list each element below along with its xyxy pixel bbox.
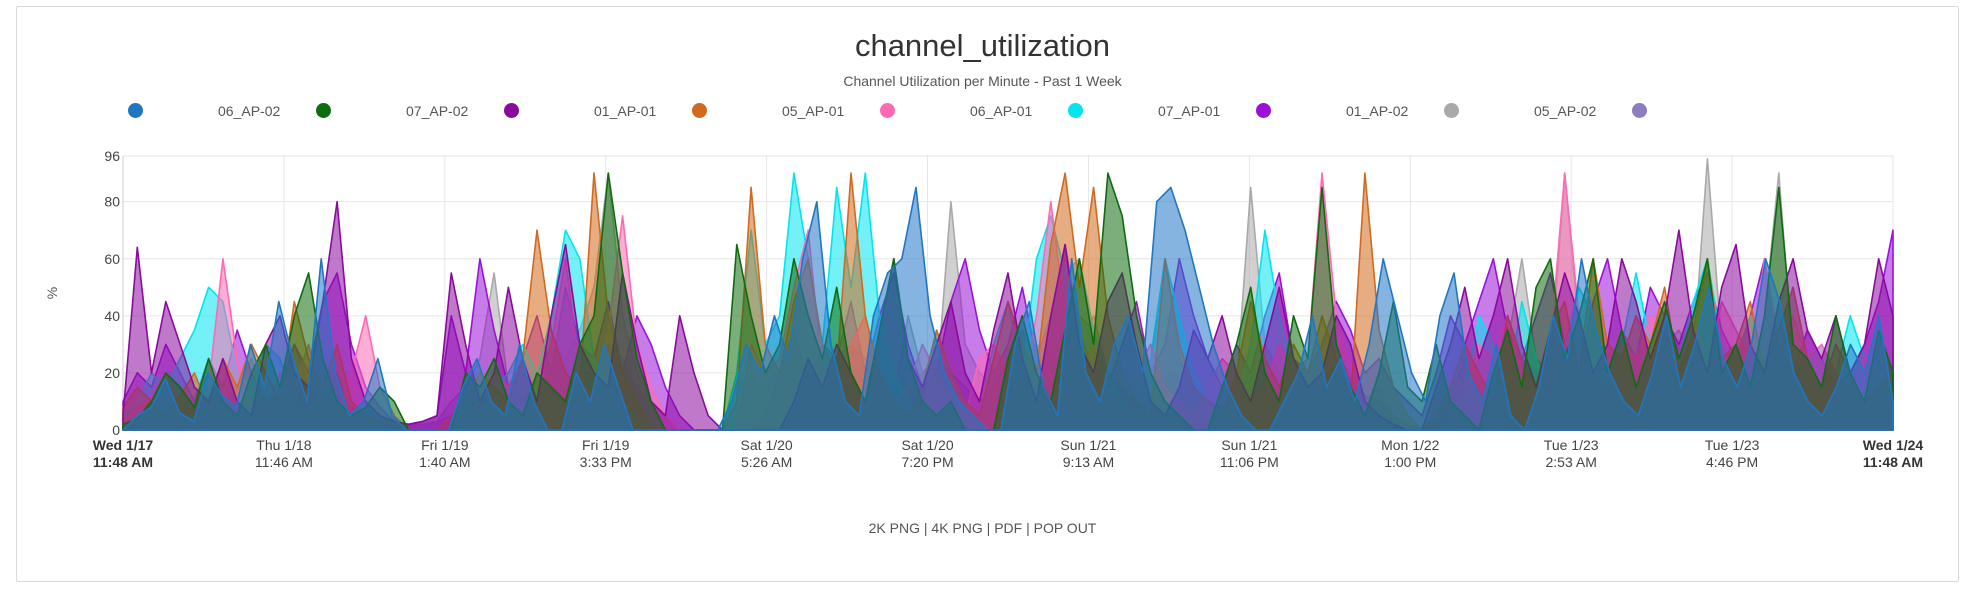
x-tick-label: 11:46 AM [255,454,313,470]
y-tick-label: 96 [104,148,120,164]
pop-out-link[interactable]: POP OUT [1033,520,1097,536]
export-4k-png-link[interactable]: 4K PNG [931,520,983,536]
x-tick-label: 1:40 AM [419,454,470,470]
separator: | [919,520,932,536]
x-tick-label: Sat 1/20 [741,437,793,453]
x-tick-label: Thu 1/18 [256,437,311,453]
legend-color-dot [1256,103,1271,118]
x-tick-label: 5:26 AM [741,454,792,470]
x-tick-label: Fri 1/19 [582,437,630,453]
x-tick-label: Sat 1/20 [901,437,953,453]
y-tick-label: 60 [104,251,120,267]
x-tick-label: 11:48 AM [93,454,153,470]
legend-color-dot [1444,103,1459,118]
legend-color-dot [128,103,143,118]
x-tick-label: 1:00 PM [1384,454,1436,470]
export-2k-png-link[interactable]: 2K PNG [868,520,920,536]
chart-subtitle: Channel Utilization per Minute - Past 1 … [843,73,1122,89]
legend-color-dot [316,103,331,118]
x-tick-label: 2:53 AM [1545,454,1596,470]
x-tick-label: 4:46 PM [1706,454,1758,470]
y-tick-label: 80 [104,194,120,210]
x-tick-label: Wed 1/24 [1863,437,1924,453]
x-tick-label: Fri 1/19 [421,437,469,453]
export-links: 2K PNG | 4K PNG | PDF | POP OUT [0,520,1965,536]
x-tick-label: 7:20 PM [901,454,953,470]
separator: | [1022,520,1034,536]
x-tick-label: Wed 1/17 [93,437,154,453]
legend-color-dot [880,103,895,118]
y-tick-label: 0 [112,422,120,438]
x-tick-label: 11:06 PM [1220,454,1279,470]
export-pdf-link[interactable]: PDF [994,520,1023,536]
legend-color-dot [692,103,707,118]
legend-color-dot [1632,103,1647,118]
y-tick-label: 20 [104,365,120,381]
x-tick-label: Tue 1/23 [1544,437,1599,453]
separator: | [982,520,995,536]
legend-color-dot [1068,103,1083,118]
legend-color-dot [504,103,519,118]
x-tick-label: 11:48 AM [1863,454,1923,470]
y-tick-label: 40 [104,308,120,324]
series-area-unnamed [122,186,1894,431]
chart-title: channel_utilization [854,28,1111,63]
x-tick-label: Sun 1/21 [1060,437,1116,453]
x-tick-label: Mon 1/22 [1381,437,1440,453]
x-tick-label: Tue 1/23 [1705,437,1760,453]
x-tick-label: 3:33 PM [580,454,632,470]
x-tick-label: Sun 1/21 [1221,437,1277,453]
x-tick-label: 9:13 AM [1063,454,1114,470]
